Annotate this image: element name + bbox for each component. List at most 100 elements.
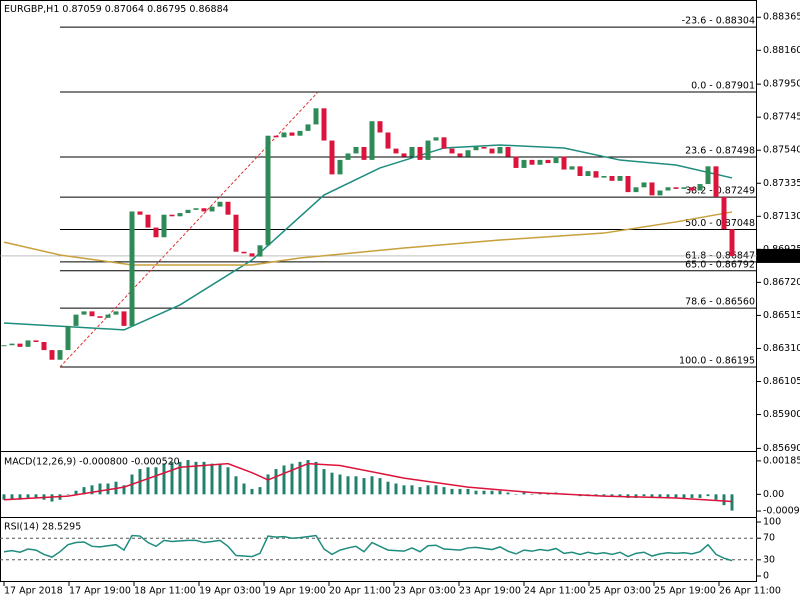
x-tick-label: 23 Apr 19:00 (459, 586, 521, 597)
macd-bar (730, 494, 734, 511)
x-tick-label: 24 Apr 11:00 (524, 586, 586, 597)
candle (385, 132, 391, 149)
candle (649, 182, 655, 196)
candle (697, 184, 703, 191)
macd-bar (82, 487, 86, 495)
macd-bar (162, 463, 166, 495)
panel-title: RSI(14) 28.5295 (4, 522, 81, 533)
fib-label: -23.6 - 0.88304 (682, 16, 755, 27)
candle (689, 187, 695, 191)
macd-bar (466, 488, 470, 495)
ohlc-value: 0.86795 (147, 4, 186, 15)
candle (129, 211, 135, 326)
candle (313, 108, 319, 125)
macd-bar (394, 483, 398, 495)
fib-label: 0.0 - 0.87901 (691, 81, 755, 92)
candle (65, 325, 71, 351)
macd-bar (2, 494, 6, 500)
moving-average (3, 211, 733, 266)
candle (161, 214, 167, 238)
fib-label: 100.0 - 0.86195 (679, 355, 755, 366)
candle (521, 159, 527, 168)
y-tick-label: 0.88365 (763, 12, 800, 23)
y-tick-label: 0.86105 (763, 376, 800, 387)
macd-bar (602, 494, 606, 497)
candle (49, 350, 55, 360)
macd-bar (106, 483, 110, 495)
candle (41, 342, 47, 351)
candle (665, 187, 671, 191)
candle (25, 340, 31, 347)
candle (185, 209, 191, 214)
macd-bar (266, 474, 270, 495)
macd-bar (18, 494, 22, 500)
candle (641, 182, 647, 188)
macd-bar (410, 485, 414, 495)
macd-bar (418, 487, 422, 495)
candle (193, 208, 199, 210)
candle (289, 132, 295, 136)
macd-bar (154, 467, 158, 495)
macd-bar (346, 476, 350, 495)
candle (241, 251, 247, 254)
y-tick-label: 0.85690 (763, 443, 800, 454)
candle (273, 135, 279, 138)
candle (89, 311, 95, 317)
candle (201, 208, 207, 212)
macd-bar (402, 485, 406, 495)
candle (225, 201, 231, 215)
macd-bar (634, 494, 638, 498)
y-tick-label: 0.85900 (763, 409, 800, 420)
candle (529, 159, 535, 165)
macd-bar (426, 485, 430, 495)
y-tick-label: 0.86515 (763, 310, 800, 321)
candle (1, 345, 7, 347)
candle (145, 214, 151, 228)
fib-label: 38.2 - 0.87249 (685, 186, 755, 197)
candle (217, 201, 223, 207)
candle (601, 176, 607, 178)
candle (153, 227, 159, 238)
ohlc-value: 0.87059 (62, 4, 101, 15)
ohlc-value: 0.86884 (189, 4, 228, 15)
macd-bar (306, 460, 310, 495)
candle (337, 159, 343, 175)
macd-bar (202, 461, 206, 495)
fib-trend (59, 91, 319, 368)
candle (257, 245, 263, 257)
candle (537, 159, 543, 165)
candle (233, 214, 239, 252)
y-tick-label: 0.87540 (763, 145, 800, 156)
y-tick-label: 0.87745 (763, 112, 800, 123)
y-tick-label: 30 (763, 554, 775, 565)
macd-bar (506, 492, 510, 495)
macd-bar (146, 467, 150, 495)
candle (729, 229, 735, 256)
candle (209, 206, 215, 212)
y-tick-label: 0.87130 (763, 211, 800, 222)
candle (321, 108, 327, 141)
candle (441, 137, 447, 149)
candle (137, 211, 143, 215)
candle (249, 253, 255, 257)
candle (561, 156, 567, 170)
x-tick-label: 17 Apr 19:00 (69, 586, 131, 597)
candle (513, 156, 519, 168)
candle (265, 135, 271, 246)
y-tick-label: 0 (763, 571, 769, 582)
candle (681, 187, 687, 189)
macd-bar (314, 461, 318, 495)
candle (609, 176, 615, 181)
macd-bar (186, 460, 190, 495)
macd-bar (98, 483, 102, 495)
candle (17, 343, 23, 347)
x-tick-label: 17 Apr 2018 (4, 586, 63, 597)
macd-bar (386, 481, 390, 495)
candle (9, 343, 15, 346)
y-tick-label: 0.87335 (763, 178, 800, 189)
candle (553, 156, 559, 164)
macd-bar (66, 494, 70, 495)
macd-bar (170, 461, 174, 495)
macd-bar (178, 461, 182, 495)
candle (281, 132, 287, 138)
